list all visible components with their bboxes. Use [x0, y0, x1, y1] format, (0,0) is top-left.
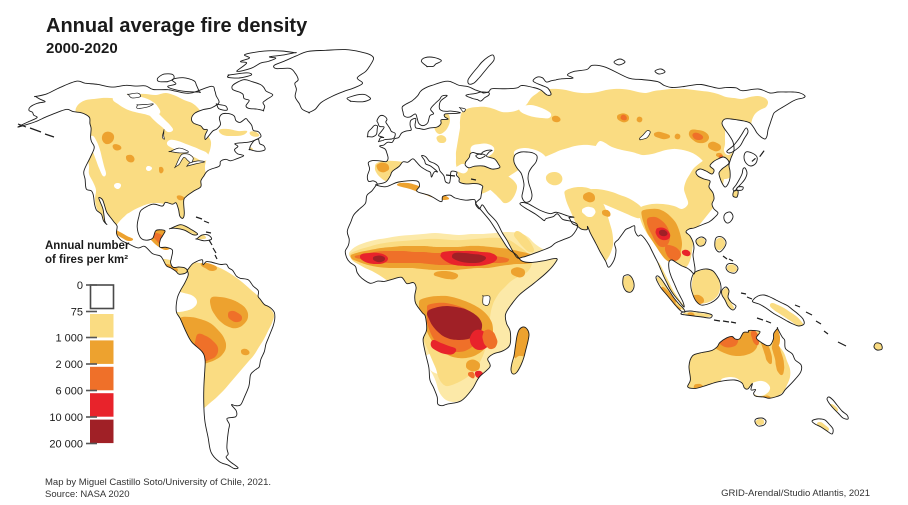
- svg-text:2 000: 2 000: [55, 359, 83, 371]
- svg-text:10 000: 10 000: [49, 412, 83, 424]
- svg-text:6 000: 6 000: [55, 385, 83, 397]
- svg-text:20 000: 20 000: [49, 438, 83, 450]
- svg-text:0: 0: [77, 280, 83, 292]
- svg-text:1 000: 1 000: [55, 332, 83, 344]
- svg-text:75: 75: [71, 306, 83, 318]
